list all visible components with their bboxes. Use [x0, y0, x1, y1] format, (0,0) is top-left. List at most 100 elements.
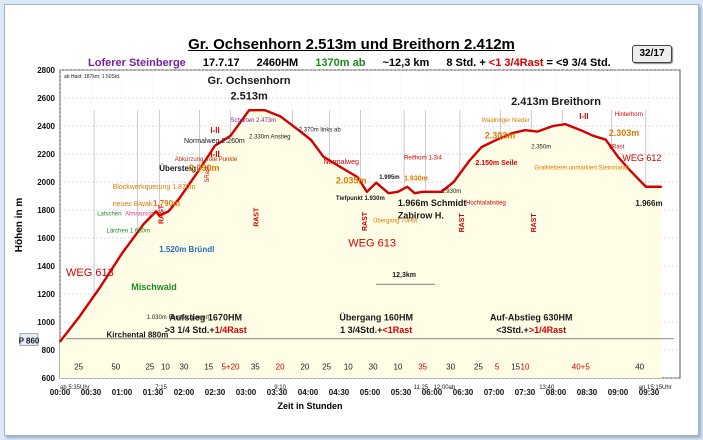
x-tick-label: 02:30: [205, 388, 226, 397]
section-title: Auf-Abstieg 630HM: [490, 313, 573, 323]
segment-minutes: 10: [393, 363, 402, 372]
time-mark: 13:40: [539, 385, 555, 391]
anstieg-label: 2.330m Anstieg: [249, 135, 290, 141]
profile-point: [397, 190, 399, 193]
section-rest: 1/4Rast: [215, 325, 247, 335]
y-tick-label: 2200: [37, 150, 55, 159]
profile-point: [536, 130, 539, 133]
time-mark: 7:15: [155, 385, 167, 391]
profile-line: [59, 108, 662, 343]
x-tick-label: 03:30: [267, 388, 288, 397]
bruendl-label: 1.520m Bründl: [159, 245, 214, 254]
profile-point: [59, 340, 61, 343]
profile-point: [142, 223, 145, 225]
time-mark: 11:25: [414, 385, 429, 391]
n2350-label: 2.350m: [531, 144, 551, 150]
segment-minutes: 30: [369, 363, 378, 372]
reifhorn-label: Reifhorn 1.3/4: [404, 156, 442, 162]
profile-point: [629, 169, 632, 172]
profile-point: [468, 160, 471, 162]
profile-point: [77, 316, 80, 319]
time-mark: 12:00ab: [434, 385, 456, 391]
rast-marker: RAST: [531, 213, 538, 233]
tiefpunkt-alt: 2.035m: [336, 175, 367, 185]
profile-point: [229, 134, 232, 137]
profile-point: [322, 155, 325, 158]
rast-marker: RAST: [253, 207, 260, 227]
section-time: >3 1/4 Std.+1/4Rast: [165, 325, 247, 335]
profile-point: [552, 125, 554, 127]
x-tick-label: 08:00: [546, 388, 567, 397]
x-tick-label: 07:00: [484, 388, 505, 397]
p860-label: P 860: [19, 337, 40, 346]
ascent-total: 2460HM: [256, 57, 299, 69]
tiefpunkt-label: Tiefpunkt 1.930m: [336, 196, 385, 202]
x-tick-label: 07:30: [515, 388, 536, 397]
y-tick-label: 1200: [37, 290, 55, 299]
n1930a-label: 1.930m: [404, 176, 428, 183]
section-title: Aufstieg 1670HM: [169, 313, 242, 323]
profile-layer: [59, 108, 663, 379]
segment-minutes: 25: [322, 363, 331, 372]
profile-point: [617, 155, 619, 158]
end-time: an 15:15Uhr: [639, 385, 672, 391]
axes-layer: 600 800 1000 1200 1400 1600 1800 2000 2200 2400 26…: [14, 66, 660, 411]
profile-point: [564, 123, 567, 126]
section-rest: >1/4Rast: [529, 325, 566, 335]
rast-marker: RAST: [459, 213, 466, 233]
profile-point: [356, 176, 359, 179]
profile-fill: [60, 110, 662, 379]
y-tick-label: 1000: [37, 318, 55, 327]
gratkletterei-label: Gratkletterei unmarkiert Steinmandl: [534, 165, 628, 171]
y-axis-label: Höhen in m: [14, 198, 25, 253]
n1995-label: 1.995m: [379, 175, 399, 181]
x-tick-label: 05:30: [391, 388, 412, 397]
rast-marker: RAST: [159, 204, 166, 224]
latschen-label: Latschen: [97, 212, 121, 218]
profile-point: [387, 192, 390, 195]
y-tick-label: 800: [42, 346, 56, 355]
segment-minutes: 5: [495, 363, 500, 372]
profile-point: [592, 134, 595, 137]
laerchen-label: Lärchen 1.680m: [107, 228, 150, 234]
profile-point: [248, 109, 251, 112]
peak-breithorn-name: 2.413m Breithorn: [511, 96, 601, 108]
distance-km-label: 12,3km: [392, 272, 416, 279]
x-tick-label: 00:30: [81, 388, 102, 397]
p860-box: [19, 333, 39, 346]
ab-haid-note: ab Haid: 187km; 1.50Std.: [64, 74, 120, 80]
profile-point: [645, 185, 647, 188]
peak-ochsenhorn-name: Gr. Ochsenhorn: [208, 75, 291, 87]
profile-point: [579, 129, 582, 132]
links-ab-label: 2.370m links ab: [299, 128, 342, 134]
tour-number-badge[interactable]: 32/17: [632, 45, 672, 63]
hochtal-label: Hochtalabstieg: [466, 200, 506, 206]
segment-minutes: 25: [145, 363, 154, 372]
segment-minutes: 10: [521, 363, 530, 372]
y-tick-label: 1400: [37, 262, 55, 271]
profile-point: [263, 109, 266, 112]
y-tick-label: 600: [42, 374, 56, 383]
segment-minutes: 40+5: [572, 363, 591, 372]
rest-time: <1 3/4Rast: [488, 57, 544, 69]
profile-point: [452, 181, 455, 183]
profile-point: [375, 181, 378, 184]
region-name: Loferer Steinberge: [88, 57, 186, 69]
x-tick-label: 09:30: [639, 388, 660, 397]
x-tick-label: 04:00: [298, 388, 319, 397]
end-alt-label: 1.966m: [635, 199, 662, 208]
segment-minutes: 10: [344, 363, 353, 372]
kirchental-label: Kirchental 880m: [107, 330, 169, 339]
segment-minutes: 30: [446, 363, 455, 372]
rast-marker: RAST: [362, 211, 369, 231]
segment-minutes: 20: [300, 363, 309, 372]
profile-point: [121, 252, 123, 255]
abkuerzung-label: Abkürzung, rote Punkte: [175, 157, 238, 163]
profile-point: [604, 138, 607, 141]
profile-point: [214, 144, 216, 147]
profile-point: [198, 168, 201, 171]
profile-point: [406, 185, 409, 188]
segment-minutes: 5+20: [221, 363, 240, 372]
ascent-start: 1370m ab: [315, 57, 366, 69]
x-tick-label: 06:00: [422, 388, 443, 397]
